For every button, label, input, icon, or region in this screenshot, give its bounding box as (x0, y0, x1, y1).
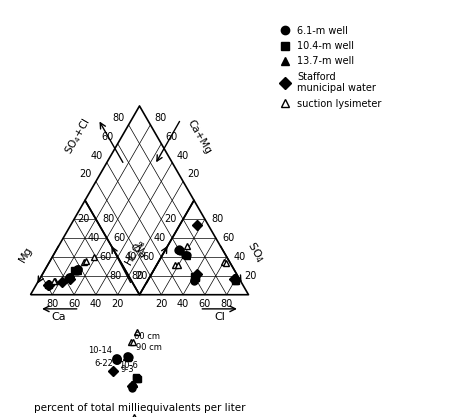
Text: Ca: Ca (52, 312, 66, 322)
Text: 20: 20 (77, 214, 90, 224)
Text: 80: 80 (112, 113, 125, 123)
Text: 60: 60 (143, 252, 155, 262)
Text: 60: 60 (165, 132, 177, 142)
Text: 20: 20 (164, 214, 176, 224)
Text: 20: 20 (135, 271, 148, 281)
Text: 6-22: 6-22 (94, 359, 113, 368)
Text: 80: 80 (154, 113, 166, 123)
Text: 80: 80 (131, 271, 144, 281)
Text: Mg: Mg (18, 245, 35, 264)
Text: 40: 40 (90, 151, 103, 161)
Text: 10-14: 10-14 (88, 346, 112, 354)
Text: 60: 60 (222, 233, 234, 243)
Text: 40: 40 (176, 151, 189, 161)
Text: HCO$_3$: HCO$_3$ (122, 237, 148, 269)
Text: 60: 60 (113, 233, 126, 243)
Text: 80: 80 (212, 214, 224, 224)
Text: 20: 20 (80, 169, 92, 179)
Text: 20: 20 (244, 271, 256, 281)
Text: 60: 60 (102, 132, 114, 142)
Text: 80: 80 (220, 299, 233, 309)
Text: 60 cm: 60 cm (134, 332, 160, 341)
Text: 20: 20 (187, 169, 199, 179)
Text: 40: 40 (90, 299, 102, 309)
Text: 10-6: 10-6 (119, 361, 138, 370)
Text: SO$_4$+Cl: SO$_4$+Cl (62, 116, 94, 157)
Text: 90 cm: 90 cm (136, 343, 162, 352)
Text: 40: 40 (153, 233, 166, 243)
Text: 60: 60 (68, 299, 80, 309)
Text: 40: 40 (177, 299, 189, 309)
Text: 20: 20 (112, 299, 124, 309)
Text: SO$_4$: SO$_4$ (244, 239, 267, 265)
Text: 40: 40 (88, 233, 100, 243)
Text: 40: 40 (233, 252, 246, 262)
Text: percent of total milliequivalents per liter: percent of total milliequivalents per li… (34, 403, 245, 413)
Text: Na: Na (131, 243, 147, 261)
Text: Cl: Cl (215, 312, 225, 322)
Text: 60: 60 (99, 252, 111, 262)
Text: 20: 20 (155, 299, 167, 309)
Text: 80: 80 (46, 299, 58, 309)
Text: 80: 80 (110, 271, 122, 281)
Text: 40: 40 (124, 252, 136, 262)
Legend: 6.1-m well, 10.4-m well, 13.7-m well, Stafford
municipal water, suction lysimete: 6.1-m well, 10.4-m well, 13.7-m well, St… (275, 26, 382, 109)
Text: Ca+Mg: Ca+Mg (185, 118, 213, 156)
Text: 80: 80 (103, 214, 115, 224)
Text: 60: 60 (199, 299, 211, 309)
Text: 9-3: 9-3 (121, 365, 134, 374)
